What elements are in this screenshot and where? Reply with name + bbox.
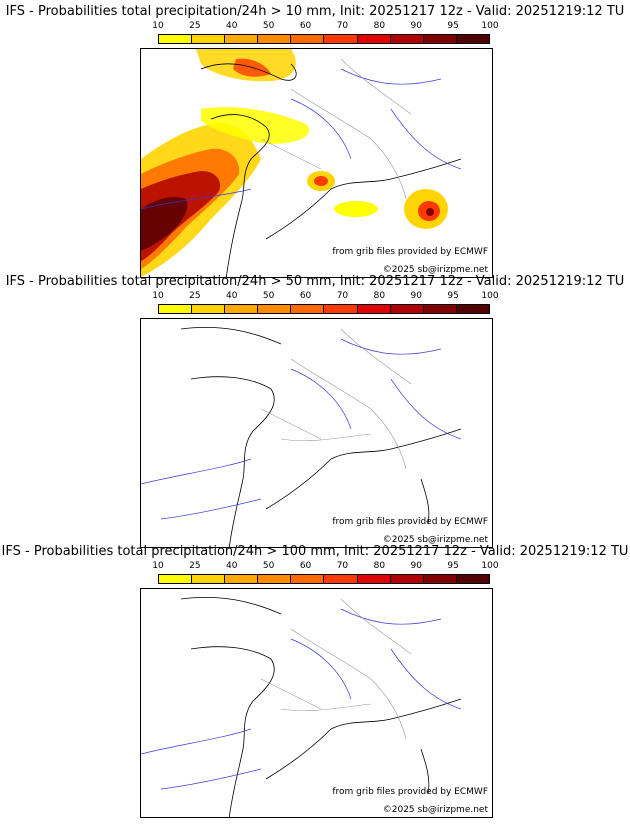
rivers [141,338,462,520]
colorbar-segment [159,305,193,313]
colorbar-segment [324,305,358,313]
rivers [141,608,462,790]
colorbar-segment [357,305,391,313]
colorbar-tick-label: 50 [262,291,275,301]
colorbar-segment [456,575,489,583]
colorbar-segment [159,575,193,583]
colorbar-segment [423,575,457,583]
colorbar-tick-label: 25 [189,21,201,31]
colorbar-tick-label: 90 [410,291,422,301]
colorbar-segment [357,35,391,43]
colorbar-tick-label: 95 [447,21,459,31]
colorbar-tick-label: 70 [336,561,349,571]
colorbar-segment [324,575,358,583]
colorbar-segment [324,35,358,43]
colorbar-tick-label: 60 [299,291,312,301]
copyright-credit: ©2025 sb@irizpme.net [382,805,488,815]
data-source-credit: from grib files provided by ECMWF [332,247,488,257]
colorbar-tick-label: 95 [447,561,459,571]
colorbar-segment [225,35,259,43]
colorbar-tick-label: 50 [262,21,275,31]
colorbar-tick-label: 70 [336,291,349,301]
colorbar-segment [258,35,292,43]
colorbar-tick-label: 100 [481,561,499,571]
colorbar-segment [456,305,489,313]
colorbar-segment [192,35,226,43]
colorbar-tick-label: 50 [262,561,275,571]
precip-area-gulf-lion [307,171,378,217]
data-source-credit: from grib files provided by ECMWF [332,787,488,797]
colorbar-ticks: 10 25 40 50 60 70 80 90 95 100 [152,561,498,573]
colorbar [158,574,490,584]
colorbar-tick-label: 40 [226,291,238,301]
map-drawing [141,327,462,547]
coastline [200,63,462,277]
colorbar-ticks: 10 25 40 50 60 70 80 90 95 100 [152,21,498,33]
map-panel-100mm: IFS - Probabilities total precipitation/… [0,540,630,818]
panel-title: IFS - Probabilities total precipitation/… [5,274,625,289]
colorbar-tick-label: 10 [152,21,164,31]
colorbar-segment [192,575,226,583]
colorbar-tick-label: 25 [189,291,201,301]
coastline [180,597,462,817]
colorbar-tick-label: 70 [336,21,349,31]
colorbar-segment [390,575,424,583]
precipitation-map: from grib files provided by ECMWF ©2025 … [140,588,493,818]
colorbar-segment [159,35,193,43]
colorbar-tick-label: 40 [226,21,238,31]
colorbar-tick-label: 100 [481,21,499,31]
colorbar-segment [390,305,424,313]
colorbar-tick-label: 95 [447,291,459,301]
colorbar-segment [390,35,424,43]
data-source-credit: from grib files provided by ECMWF [332,517,488,527]
copyright-credit: ©2025 sb@irizpme.net [382,265,488,275]
colorbar-tick-label: 10 [152,561,164,571]
colorbar-segment [291,575,325,583]
borders [260,598,412,740]
colorbar-tick-label: 90 [410,561,422,571]
colorbar-segment [291,305,325,313]
colorbar-segment [258,305,292,313]
precip-area-channel [196,49,310,144]
colorbar-segment [258,575,292,583]
colorbar-tick-label: 60 [299,21,312,31]
coastline [180,327,462,547]
colorbar-tick-label: 80 [373,21,386,31]
precip-area-corsica [404,189,448,229]
copyright-credit: ©2025 sb@irizpme.net [382,535,488,545]
borders [260,58,412,200]
map-drawing [141,597,462,817]
map-drawing [141,49,462,277]
colorbar-segment [291,35,325,43]
colorbar-tick-label: 40 [226,561,238,571]
precipitation-map: from grib files provided by ECMWF ©2025 … [140,48,493,278]
colorbar-segment [225,575,259,583]
colorbar-tick-label: 80 [373,291,386,301]
colorbar [158,304,490,314]
colorbar-tick-label: 90 [410,21,422,31]
precip-area-atlantic [141,123,261,277]
colorbar-tick-label: 25 [189,561,201,571]
colorbar-tick-label: 100 [481,291,499,301]
borders [260,328,412,470]
colorbar-segment [357,575,391,583]
colorbar-segment [423,35,457,43]
panel-title: IFS - Probabilities total precipitation/… [5,4,625,19]
colorbar-segment [192,305,226,313]
rivers [141,68,462,210]
colorbar-segment [456,35,489,43]
colorbar-tick-label: 10 [152,291,164,301]
precipitation-map: from grib files provided by ECMWF ©2025 … [140,318,493,548]
colorbar-tick-label: 60 [299,561,312,571]
colorbar-tick-label: 80 [373,561,386,571]
colorbar-segment [225,305,259,313]
colorbar-ticks: 10 25 40 50 60 70 80 90 95 100 [152,291,498,303]
map-panel-10mm: IFS - Probabilities total precipitation/… [0,0,630,278]
map-panel-50mm: IFS - Probabilities total precipitation/… [0,270,630,548]
colorbar [158,34,490,44]
panel-title: IFS - Probabilities total precipitation/… [1,544,629,559]
colorbar-segment [423,305,457,313]
